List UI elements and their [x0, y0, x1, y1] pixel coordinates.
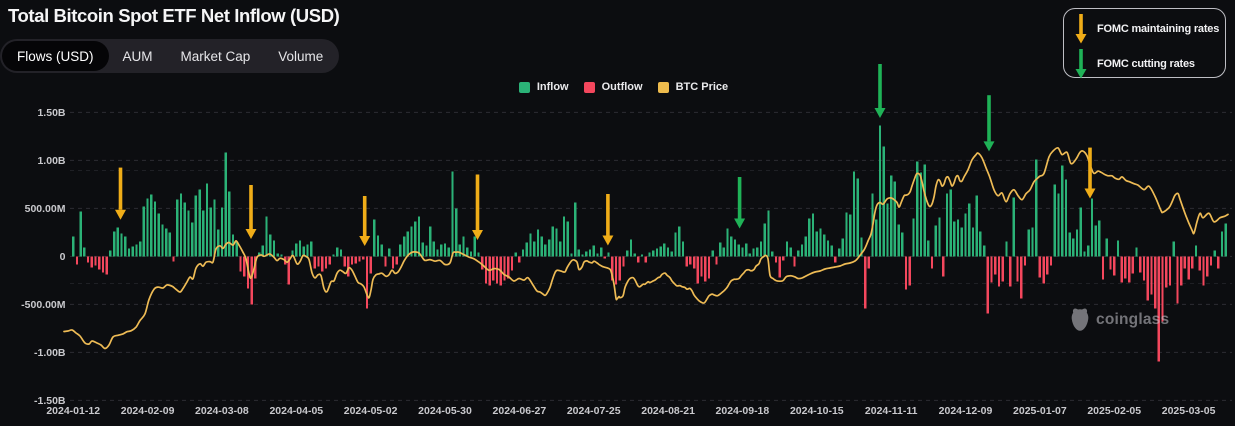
svg-text:2024-05-02: 2024-05-02 [344, 405, 398, 417]
svg-text:2024-04-05: 2024-04-05 [269, 405, 323, 417]
svg-text:0: 0 [60, 251, 66, 263]
svg-text:2025-03-05: 2025-03-05 [1162, 405, 1216, 417]
svg-text:2025-01-07: 2025-01-07 [1013, 405, 1067, 417]
svg-text:2024-10-15: 2024-10-15 [790, 405, 844, 417]
svg-text:1.00B: 1.00B [37, 155, 65, 167]
svg-text:2024-08-21: 2024-08-21 [641, 405, 695, 417]
svg-text:-1.50B: -1.50B [34, 395, 66, 407]
svg-text:2024-07-25: 2024-07-25 [567, 405, 621, 417]
svg-text:-500.00M: -500.00M [21, 299, 66, 311]
svg-text:2024-03-08: 2024-03-08 [195, 405, 249, 417]
svg-text:1.50B: 1.50B [37, 107, 65, 119]
svg-text:2024-01-12: 2024-01-12 [46, 405, 100, 417]
svg-text:2025-02-05: 2025-02-05 [1087, 405, 1141, 417]
svg-text:2024-02-09: 2024-02-09 [121, 405, 175, 417]
svg-text:2024-05-30: 2024-05-30 [418, 405, 472, 417]
svg-text:-1.00B: -1.00B [34, 347, 66, 359]
svg-text:2024-11-11: 2024-11-11 [865, 405, 918, 417]
svg-text:500.00M: 500.00M [25, 203, 66, 215]
svg-text:2024-12-09: 2024-12-09 [939, 405, 993, 417]
svg-text:2024-06-27: 2024-06-27 [493, 405, 547, 417]
svg-text:2024-09-18: 2024-09-18 [716, 405, 770, 417]
